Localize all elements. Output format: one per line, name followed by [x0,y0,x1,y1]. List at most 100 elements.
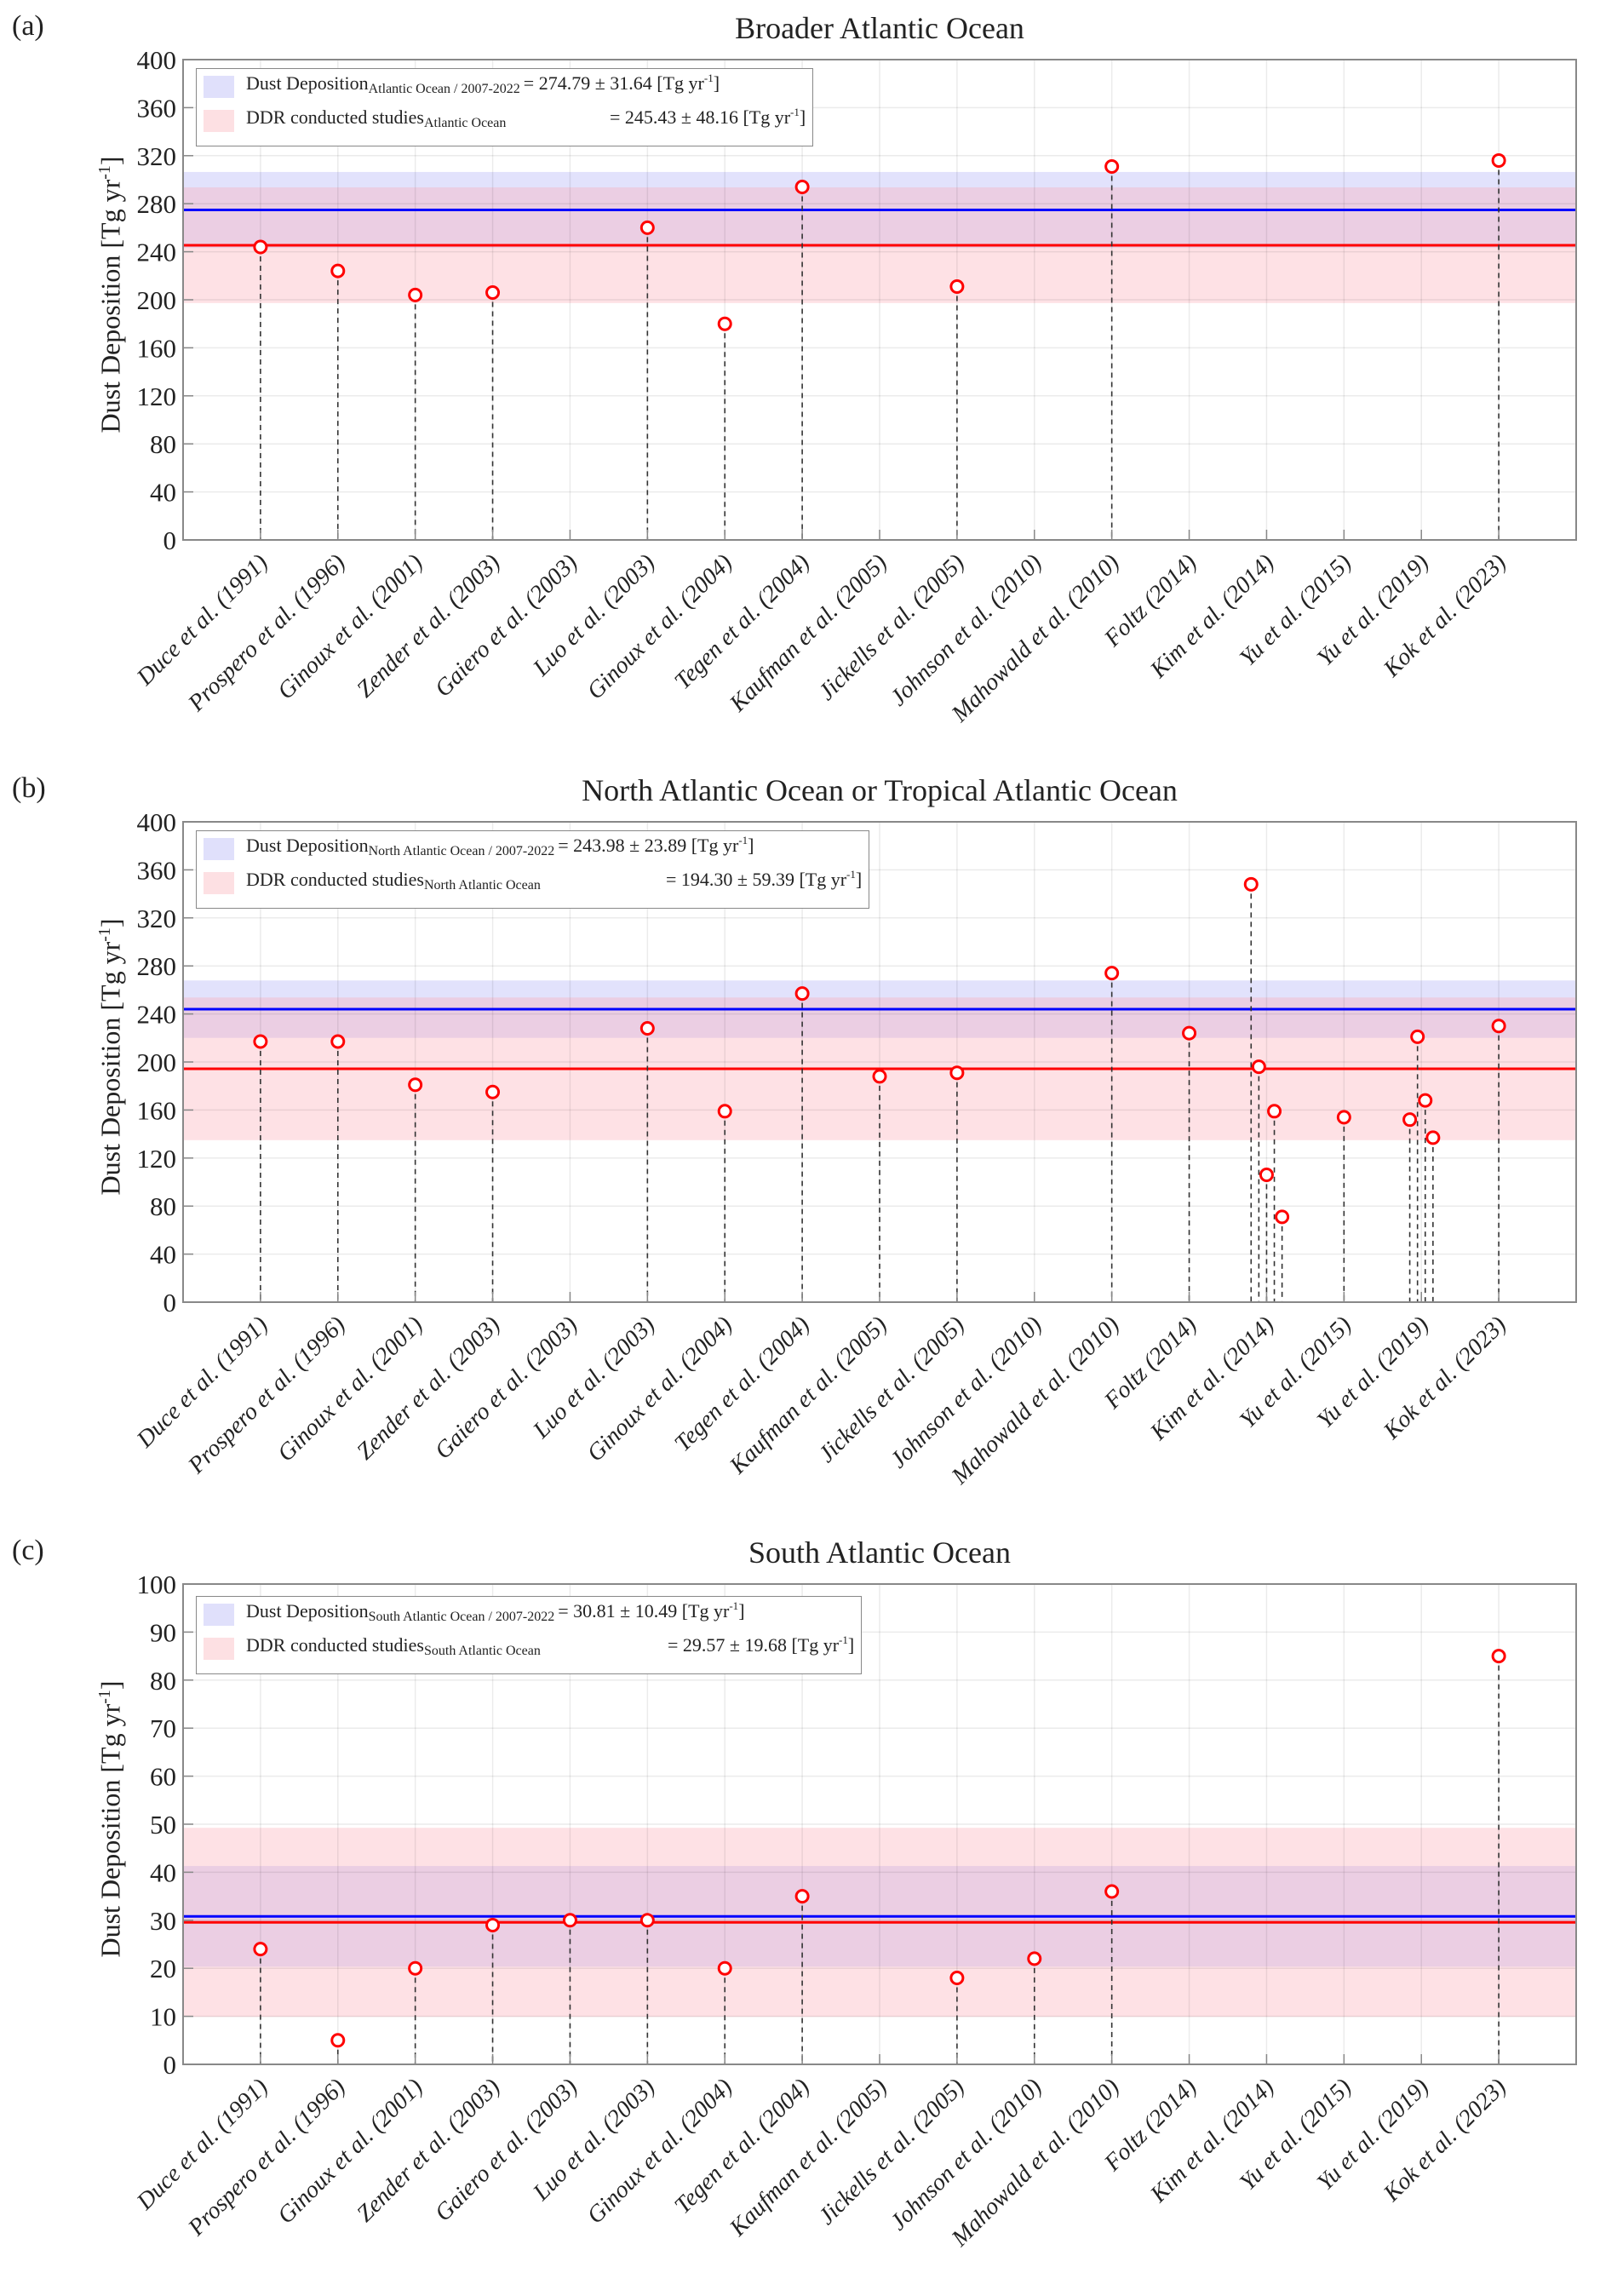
data-point [1104,966,1120,981]
legend-value-text: = 274.79 ± 31.64 [Tg yr [523,72,704,94]
data-point [717,316,732,331]
x-tick-label: Zender et al. (2003) [352,549,505,703]
y-axis-label-sup: -1 [95,1690,114,1704]
y-axis-label-end: ] [95,1680,126,1690]
legend-swatch-red [204,872,234,894]
y-tick-label: 200 [137,285,177,315]
y-tick-label: 10 [150,2002,176,2032]
x-tick-label: Ginoux et al. (2004) [582,2074,737,2229]
legend-value-text: = 30.81 ± 10.49 [Tg yr [558,1600,730,1622]
y-tick-label: 80 [150,429,176,459]
data-point [1104,158,1120,174]
data-point [253,1942,268,1957]
y-tick-label: 40 [150,478,176,508]
data-point [639,1021,655,1036]
panel-label: (a) [12,10,44,42]
legend-unit-sup: -1 [729,1599,739,1612]
legend-value-text: = 29.57 ± 19.68 [Tg yr [667,1634,840,1656]
data-point [1027,1951,1042,1966]
legend-unit-end: ] [713,72,720,94]
legend-unit-sup: -1 [839,1633,848,1646]
legend-subscript: South Atlantic Ocean / 2007-2022 [368,1610,555,1624]
data-point [485,285,501,301]
data-point [253,1034,268,1049]
data-point [639,1913,655,1928]
y-tick-label: 320 [137,904,177,933]
x-tick-label: Duce et al. (1991) [131,549,273,692]
data-point [1491,1649,1506,1664]
y-tick-label: 160 [137,1095,177,1125]
y-axis-label-text: Dust Deposition [Tg yr [95,941,126,1196]
y-axis-label-sup: -1 [95,927,114,942]
y-axis-label-end: ] [95,156,126,166]
y-tick-label: 360 [137,93,177,123]
x-tick-label: Ginoux et al. (2001) [272,2074,427,2229]
legend-name: Dust Deposition [246,835,369,856]
data-point [330,263,346,278]
data-point [1267,1104,1282,1119]
data-point [794,179,810,194]
legend: Dust Deposition Atlantic Ocean / 2007-202… [196,68,814,146]
y-tick-label: 60 [150,1762,176,1792]
data-point [1336,1110,1351,1125]
data-point [408,1077,423,1093]
legend-unit-end: ] [738,1600,745,1622]
x-tick-label: Jickells et al. (2005) [813,2074,970,2230]
data-point [794,1889,810,1904]
panel-c: (c) South Atlantic Ocean 0 10 20 30 40 50 60 70… [0,1524,1600,2296]
data-point [330,2033,346,2048]
y-tick-label: 400 [137,45,177,75]
legend-entry-satellite: Dust Deposition North Atlantic Ocean / 20… [204,835,862,870]
y-tick-label: 30 [150,1906,176,1936]
panel-a: (a) Broader Atlantic Ocean 0 40 80 120 160 20… [0,0,1600,762]
data-point [717,1960,732,1976]
legend-value-text: = 245.43 ± 48.16 [Tg yr [609,106,791,128]
y-axis-label: Dust Deposition [Tg yr-1] [95,156,127,433]
x-tick-label: Ginoux et al. (2004) [582,549,737,704]
y-tick-label: 0 [163,2050,177,2080]
y-tick-label: 0 [163,1288,177,1317]
y-tick-label: 200 [137,1048,177,1077]
panel-title: North Atlantic Ocean or Tropical Atlanti… [582,773,1178,807]
panel-label: (c) [12,1535,44,1566]
y-tick-label: 160 [137,333,177,363]
plot-area: 0 40 80 120 160 200 240 280 320 360 400 Duce et al.… [131,45,1577,728]
legend-unit-end: ] [799,106,806,128]
panel-b: (b) North Atlantic Ocean or Tropical Atl… [0,762,1600,1524]
legend-unit-end: ] [847,1634,855,1656]
y-tick-label: 280 [137,951,177,981]
y-tick-label: 0 [163,525,177,555]
data-point [1104,1884,1120,1899]
x-tick-label: Ginoux et al. (2001) [272,1312,427,1467]
legend-subscript: Atlantic Ocean [423,116,507,130]
legend-entry-satellite: Dust Deposition Atlantic Ocean / 2007-202… [204,72,806,108]
x-tick-label: Johnson et al. (2010) [886,2074,1047,2236]
x-tick-label: Gaiero et al. (2003) [430,549,583,703]
data-point [408,287,423,302]
legend-subscript: North Atlantic Ocean [423,878,541,893]
y-tick-label: 80 [150,1191,176,1221]
x-tick-label: Tegen et al. (2004) [669,1312,815,1457]
legend-name: DDR conducted studies [246,106,424,128]
x-tick-label: Duce et al. (1991) [131,2074,273,2216]
y-axis-label-text: Dust Deposition [Tg yr [95,179,126,433]
legend-value: = 194.30 ± 59.39 [Tg yr-1] [666,868,862,889]
legend-name: DDR conducted studies [246,869,424,890]
x-tick-label: Gaiero et al. (2003) [430,2074,583,2227]
x-tick-label: Jickells et al. (2005) [813,549,970,706]
panel-title: Broader Atlantic Ocean [735,11,1024,45]
y-axis-label-text: Dust Deposition [Tg yr [95,1703,126,1958]
x-tick-label: Zender et al. (2003) [352,2074,505,2227]
y-tick-label: 400 [137,807,177,837]
data-point [639,220,655,235]
legend-value: = 243.98 ± 23.89 [Tg yr-1] [558,835,754,855]
y-tick-label: 20 [150,1954,176,1983]
legend-value: = 245.43 ± 48.16 [Tg yr-1] [609,106,806,128]
x-tick-label: Zender et al. (2003) [352,1312,505,1465]
legend-unit-sup: -1 [846,868,856,881]
data-point [717,1104,732,1119]
y-tick-label: 50 [150,1810,176,1840]
data-point [485,1917,501,1932]
legend-value: = 29.57 ± 19.68 [Tg yr-1] [667,1633,855,1656]
x-tick-label: Johnson et al. (2010) [886,549,1047,711]
